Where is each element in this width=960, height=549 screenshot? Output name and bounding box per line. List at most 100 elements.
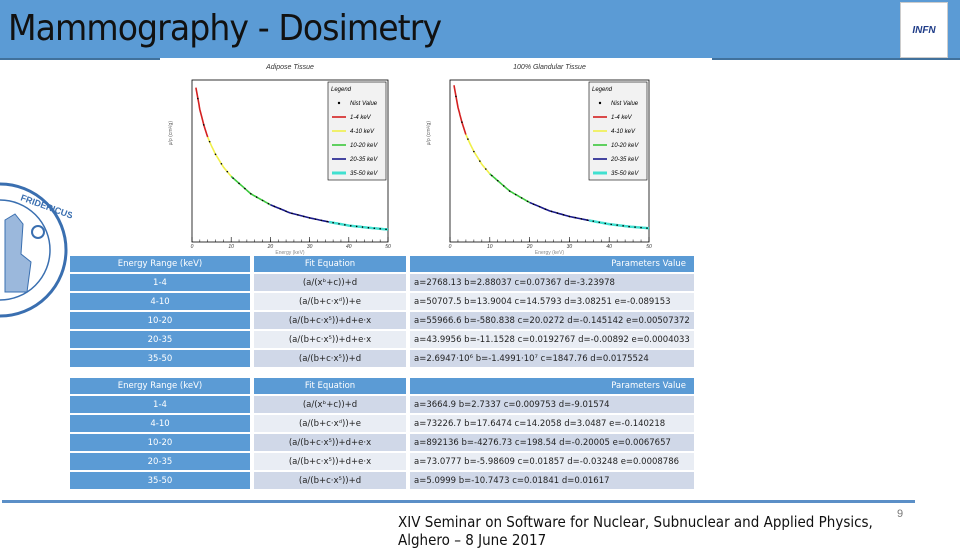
- nist-point: [514, 193, 517, 196]
- x-axis-label: Energy (keV): [535, 250, 565, 255]
- table-header-row: Energy Range (keV) Fit Equation Paramete…: [70, 378, 694, 394]
- nist-point: [604, 222, 607, 225]
- nist-point: [297, 214, 299, 216]
- nist-point: [379, 227, 381, 230]
- nist-point: [616, 224, 618, 226]
- nist-point: [238, 182, 240, 185]
- nist-point: [634, 226, 636, 228]
- parameters-value: a=73226.7 b=17.6474 c=14.2058 d=3.0487 e…: [410, 415, 694, 432]
- parameters-value: a=2768.13 b=2.88037 c=0.07367 d=-3.23978: [410, 274, 694, 291]
- university-crest-logo: FRIDERICUS: [0, 182, 72, 318]
- nist-point: [344, 224, 346, 226]
- energy-range: 4-10: [70, 415, 250, 432]
- nist-point: [640, 226, 642, 229]
- nist-point: [250, 193, 252, 195]
- table-row: 20-35 (a/(b+c·x⁵))+d+e·x a=73.0777 b=-5.98…: [70, 453, 694, 470]
- nist-point: [197, 97, 199, 100]
- nist-point: [302, 215, 305, 218]
- x-tick-label: 10: [487, 244, 493, 250]
- nist-point: [385, 228, 387, 231]
- svg-text:FRIDERICUS: FRIDERICUS: [19, 192, 72, 220]
- parameters-value: a=43.9956 b=-11.1528 c=0.0192767 d=-0.00…: [410, 331, 694, 348]
- table-row: 4-10 (a/(b+c·xᵈ))+e a=50707.5 b=13.9004 c=…: [70, 293, 694, 310]
- nist-point: [646, 227, 648, 229]
- table-header-row: Energy Range (keV) Fit Equation Paramete…: [70, 256, 694, 272]
- legend-entry: 1-4 keV: [611, 115, 633, 121]
- legend-entry: 10-20 keV: [350, 143, 378, 149]
- nist-point: [508, 190, 511, 192]
- legend-entry: 35-50 keV: [350, 171, 378, 177]
- nist-point: [550, 210, 553, 213]
- table-row: 10-20 (a/(b+c·x⁵))+d+e·x a=55966.6 b=-580.…: [70, 312, 694, 329]
- header-energy-range: Energy Range (keV): [70, 256, 250, 272]
- chart-title: Adipose Tissue: [265, 64, 314, 71]
- table-row: 1-4 (a/(xᵇ+c))+d a=2768.13 b=2.88037 c=0.0…: [70, 274, 694, 291]
- header-fit-equation: Fit Equation: [254, 378, 406, 394]
- infn-logo: INFN: [900, 2, 948, 58]
- x-tick-label: 30: [567, 244, 573, 250]
- nist-point: [291, 212, 293, 215]
- nist-point: [496, 179, 499, 182]
- legend-entry: 4-10 keV: [611, 129, 636, 135]
- fit-equation: (a/(xᵇ+c))+d: [254, 396, 406, 413]
- nist-point: [490, 174, 493, 177]
- nist-point: [285, 210, 287, 213]
- parameters-value: a=2.6947·10⁶ b=-1.4991·10⁷ c=1847.76 d=0…: [410, 350, 694, 367]
- nist-point: [574, 216, 577, 219]
- table-row: 10-20 (a/(b+c·x⁵))+d+e·x a=892136 b=-4276.…: [70, 434, 694, 451]
- attenuation-charts: Adipose Tissue μ/ρ (cm²/g) Energy (keV) 0 10…: [168, 64, 652, 255]
- nist-point: [544, 208, 547, 210]
- infn-logo-text: INFN: [912, 24, 936, 36]
- x-tick-label: 40: [346, 244, 352, 250]
- fit-equation: (a/(b+c·x⁵))+d+e·x: [254, 312, 406, 329]
- nist-point: [520, 197, 523, 199]
- table-row: 20-35 (a/(b+c·x⁵))+d+e·x a=43.9956 b=-11.1…: [70, 331, 694, 348]
- nist-point: [202, 124, 205, 126]
- x-tick-label: 30: [307, 244, 313, 250]
- x-tick-label: 50: [646, 244, 652, 250]
- fit-equation: (a/(xᵇ+c))+d: [254, 274, 406, 291]
- nist-point: [367, 226, 370, 229]
- fit-equation: (a/(b+c·xᵈ))+e: [254, 293, 406, 310]
- header-energy-range: Energy Range (keV): [70, 378, 250, 394]
- nist-point: [598, 221, 601, 224]
- nist-point: [361, 226, 364, 228]
- parameters-value: a=55966.6 b=-580.838 c=20.0272 d=-0.1451…: [410, 312, 694, 329]
- nist-point: [279, 208, 281, 210]
- nist-point: [332, 221, 334, 224]
- adipose-fit-table: Energy Range (keV) Fit Equation Paramete…: [66, 254, 698, 369]
- energy-range: 4-10: [70, 293, 250, 310]
- nist-point: [373, 227, 376, 230]
- nist-point: [461, 121, 463, 123]
- nist-point: [338, 222, 340, 225]
- x-tick-label: 40: [606, 244, 612, 250]
- nist-point: [526, 200, 529, 203]
- table-row: 4-10 (a/(b+c·xᵈ))+e a=73226.7 b=17.6474 c=…: [70, 415, 694, 432]
- attenuation-charts-panel: Adipose Tissue μ/ρ (cm²/g) Energy (keV) 0 10…: [160, 58, 712, 255]
- x-tick-label: 0: [449, 244, 452, 250]
- nist-point: [273, 205, 276, 208]
- x-tick-label: 20: [267, 244, 274, 250]
- y-axis-label: μ/ρ (cm²/g): [426, 121, 432, 146]
- nist-point: [244, 187, 246, 190]
- energy-range: 10-20: [70, 434, 250, 451]
- glandular-fit-table: Energy Range (keV) Fit Equation Paramete…: [66, 376, 698, 491]
- parameters-value: a=73.0777 b=-5.98609 c=0.01857 d=-0.0324…: [410, 453, 694, 470]
- nist-point: [326, 220, 329, 223]
- nist-point: [314, 218, 317, 220]
- nist-point: [538, 205, 541, 208]
- fit-equation: (a/(b+c·x⁵))+d+e·x: [254, 453, 406, 470]
- nist-point: [226, 170, 229, 173]
- nist-point: [502, 185, 505, 187]
- footer-divider: [2, 500, 915, 503]
- chart-adipose: Adipose Tissue μ/ρ (cm²/g) Energy (keV) 0 10…: [168, 64, 391, 255]
- nist-point: [220, 163, 223, 165]
- energy-range: 20-35: [70, 331, 250, 348]
- nist-point: [261, 199, 264, 202]
- legend-entry: Nist Value: [611, 101, 639, 107]
- legend-entry: 4-10 keV: [350, 129, 375, 135]
- nist-point: [628, 225, 630, 228]
- nist-point: [214, 153, 217, 156]
- x-tick-label: 20: [526, 244, 533, 250]
- x-tick-label: 0: [191, 244, 194, 250]
